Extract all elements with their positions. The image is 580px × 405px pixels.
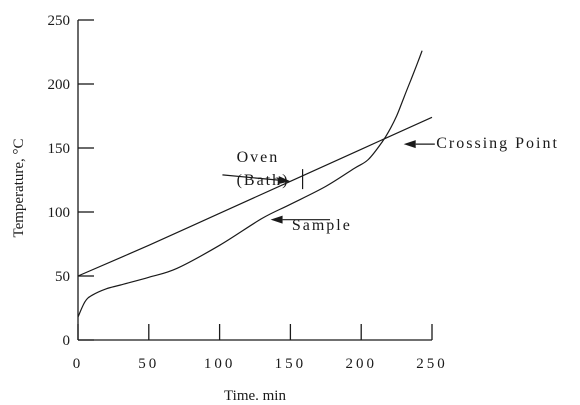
series-lines [77, 50, 433, 318]
x-axis-title: Time. min [224, 388, 286, 404]
tick-labels: 0 50 100 150 200 250 0 50 100 150 200 250 [48, 13, 448, 372]
y-tick-label: 200 [48, 77, 71, 93]
y-tick-label: 250 [48, 13, 71, 29]
x-tick-label: 250 [416, 356, 448, 372]
y-tick-label: 100 [48, 205, 71, 221]
axes [77, 20, 432, 341]
x-tick-label: 200 [345, 356, 377, 372]
annotation-crossing-point: Crossing Point [436, 135, 559, 152]
arrow-head [278, 176, 291, 185]
y-tick-label: 50 [55, 269, 70, 285]
y-tick-label: 0 [63, 333, 71, 349]
tick-marks [77, 19, 433, 341]
x-tick-label: 100 [204, 356, 236, 372]
arrow-head [403, 140, 416, 149]
annotation-sample: Sample [292, 217, 352, 234]
arrow-shaft [222, 174, 279, 181]
annotation-bath: (Bath) [237, 172, 290, 189]
x-tick-label: 150 [275, 356, 307, 372]
series-line-oven-bath [77, 116, 433, 277]
y-tick-label: 150 [48, 141, 71, 157]
arrow-head [270, 215, 283, 224]
y-axis-title: Temperature, °C [11, 138, 27, 237]
x-tick-label: 0 [73, 356, 84, 372]
x-tick-label: 50 [138, 356, 159, 372]
annotations: Oven (Bath) Sample Crossing Point [222, 135, 559, 234]
series-line-sample [77, 50, 423, 318]
annotation-oven: Oven [237, 149, 280, 166]
